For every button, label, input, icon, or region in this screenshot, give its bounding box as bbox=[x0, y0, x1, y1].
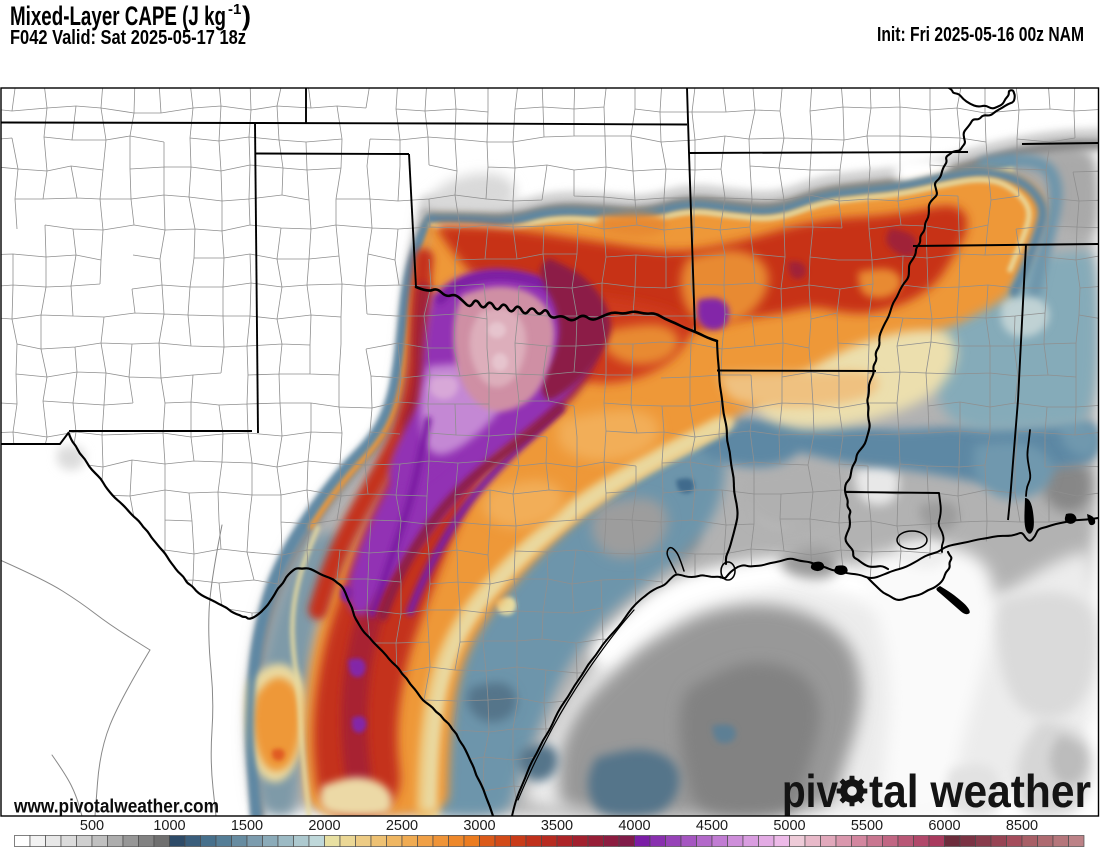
svg-text:): ) bbox=[242, 1, 251, 31]
svg-text:5000: 5000 bbox=[773, 818, 805, 834]
svg-text:6000: 6000 bbox=[928, 818, 960, 834]
svg-text:2000: 2000 bbox=[308, 818, 340, 834]
svg-text:3500: 3500 bbox=[541, 818, 573, 834]
svg-text:4500: 4500 bbox=[696, 818, 728, 834]
svg-text:5500: 5500 bbox=[851, 818, 883, 834]
svg-text:tal weather: tal weather bbox=[869, 765, 1091, 817]
svg-text:-1: -1 bbox=[228, 1, 241, 18]
svg-text:piv: piv bbox=[782, 765, 838, 817]
svg-text:2500: 2500 bbox=[386, 818, 418, 834]
svg-text:www.pivotalweather.com: www.pivotalweather.com bbox=[13, 797, 219, 818]
svg-text:Init: Fri 2025-05-16 00z NAM: Init: Fri 2025-05-16 00z NAM bbox=[877, 23, 1084, 46]
svg-text:8500: 8500 bbox=[1006, 818, 1038, 834]
svg-text:500: 500 bbox=[80, 818, 104, 834]
svg-text:4000: 4000 bbox=[618, 818, 650, 834]
svg-text:Mixed-Layer CAPE (J kg: Mixed-Layer CAPE (J kg bbox=[10, 1, 226, 31]
svg-text:3000: 3000 bbox=[463, 818, 495, 834]
svg-text:F042 Valid: Sat 2025-05-17 18z: F042 Valid: Sat 2025-05-17 18z bbox=[10, 26, 246, 49]
svg-text:1500: 1500 bbox=[231, 818, 263, 834]
svg-text:1000: 1000 bbox=[153, 818, 185, 834]
